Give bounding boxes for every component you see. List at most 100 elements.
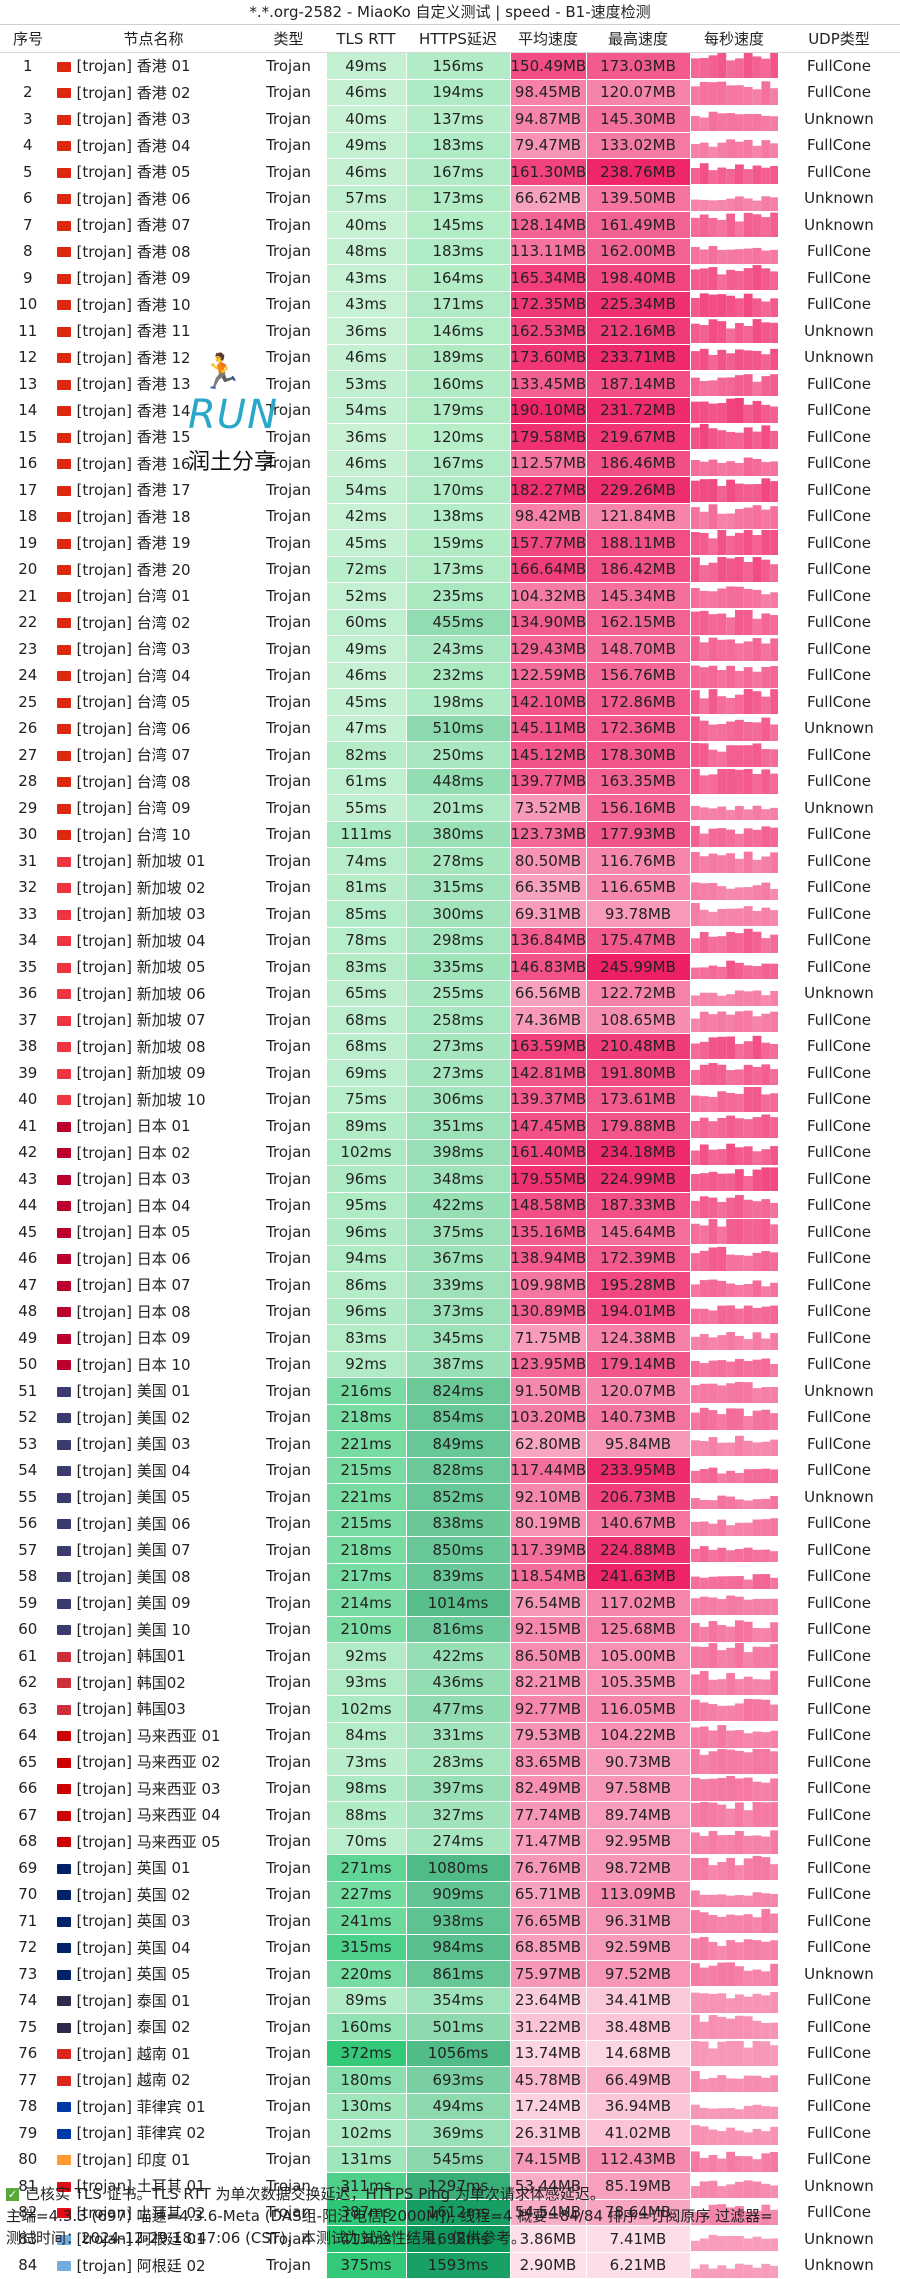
udp-type: FullCone (778, 52, 900, 80)
max-speed: 7.41MB (586, 2225, 691, 2253)
speed-sparkline (690, 1775, 777, 1801)
speed-sparkline-bar (760, 1042, 770, 1059)
node-type: Trojan (251, 1377, 327, 1405)
speed-sparkline-bar (708, 2181, 717, 2199)
speed-sparkline-bar (690, 1284, 700, 1298)
speed-sparkline-bar (743, 1579, 753, 1589)
speed-sparkline-bar (699, 1521, 709, 1536)
speed-sparkline-bar (708, 111, 717, 132)
node-name: [trojan] 香港 04 (76, 136, 191, 155)
node-name: [trojan] 韩国02 (76, 1673, 186, 1692)
speed-sparkline-bar (716, 1226, 726, 1245)
speed-sparkline-bar (708, 1965, 717, 1987)
speed-sparkline-bar (769, 2127, 777, 2146)
tls-rtt: 45ms (326, 529, 407, 557)
speed-sparkline-bar (699, 1967, 709, 1987)
speed-sparkline-bar (743, 86, 753, 105)
speed-sparkline-bar (734, 508, 744, 529)
tls-rtt: 217ms (326, 1563, 407, 1590)
speed-sparkline-bar (734, 221, 744, 238)
speed-sparkline-bar (708, 2015, 717, 2040)
speed-sparkline-bar (699, 807, 709, 821)
speed-sparkline-bar (769, 1363, 777, 1377)
speed-sparkline-bar (734, 1966, 744, 1987)
avg-speed: 74.36MB (510, 1006, 587, 1034)
speed-sparkline-bar (752, 1200, 761, 1218)
node-name: [trojan] 台湾 09 (76, 799, 191, 818)
speed-sparkline-bar (752, 556, 761, 582)
node-name: [trojan] 新加坡 10 (76, 1090, 206, 1109)
avg-speed: 145.12MB (510, 741, 587, 769)
max-speed: 224.88MB (586, 1536, 691, 1564)
speed-sparkline-bar (716, 1473, 726, 1483)
node-name: [trojan] 香港 14 (76, 401, 191, 420)
node-type: Trojan (251, 344, 327, 371)
speed-sparkline-bar (725, 1070, 735, 1086)
speed-sparkline-bar (752, 1678, 761, 1695)
https-latency: 194ms (406, 79, 511, 106)
udp-type: FullCone (778, 1987, 900, 2014)
avg-speed: 136.84MB (510, 927, 587, 954)
tls-rtt: 227ms (326, 1881, 407, 1908)
speed-sparkline-bar (725, 2078, 735, 2093)
speed-sparkline-bar (752, 431, 761, 450)
speed-sparkline (690, 2263, 777, 2278)
speed-sparkline-bar (725, 398, 735, 423)
speed-sparkline-bar (690, 2040, 700, 2066)
udp-type: FullCone (778, 874, 900, 901)
speed-sparkline-bar (752, 2040, 761, 2066)
udp-type: FullCone (778, 1404, 900, 1431)
https-latency: 179ms (406, 397, 511, 424)
speed-sparkline-bar (752, 1646, 761, 1669)
https-latency: 283ms (406, 1748, 511, 1776)
https-latency: 1593ms (406, 2252, 511, 2279)
node-name: [trojan] 香港 01 (76, 57, 191, 76)
avg-speed: 26.31MB (510, 2119, 587, 2147)
speed-sparkline-bar (716, 486, 726, 503)
tls-rtt: 96ms (326, 1165, 407, 1193)
speed-sparkline-bar (690, 168, 700, 185)
max-speed: 179.14MB (586, 1351, 691, 1378)
max-speed: 224.99MB (586, 1165, 691, 1193)
speed-sparkline-bar (699, 1835, 709, 1854)
node-type: Trojan (251, 874, 327, 901)
speed-sparkline-bar (769, 934, 777, 953)
speed-sparkline-bar (699, 2181, 709, 2199)
speed-sparkline (690, 1749, 777, 1775)
row-index: 55 (0, 1483, 57, 1511)
row-index: 38 (0, 1033, 57, 1060)
speed-sparkline-bar (716, 827, 726, 847)
udp-type: FullCone (778, 900, 900, 928)
flag-icon (56, 1731, 71, 1742)
speed-sparkline-bar (769, 1283, 777, 1298)
speed-sparkline-bar (690, 1890, 700, 1907)
speed-sparkline-bar (699, 1802, 709, 1828)
speed-sparkline-bar (769, 1252, 777, 1271)
speed-sparkline (690, 1010, 777, 1033)
table-row: 25 [trojan] 台湾 05 Trojan 45ms 198ms 142.10MB 1… (0, 688, 900, 716)
speed-sparkline-bar (690, 1070, 700, 1086)
speed-sparkline-bar (760, 81, 770, 105)
speed-sparkline-bar (716, 377, 726, 397)
speed-sparkline-bar (734, 1285, 744, 1298)
speed-sparkline-bar (716, 1724, 726, 1748)
node-name-cell: [trojan] 新加坡 06 (56, 980, 252, 1007)
row-index: 25 (0, 688, 57, 716)
flag-icon (56, 1148, 71, 1159)
https-latency: 298ms (406, 927, 511, 954)
speed-sparkline-bar (734, 1549, 744, 1563)
row-index: 83 (0, 2225, 57, 2253)
speed-sparkline-bar (725, 698, 735, 715)
speed-sparkline-bar (734, 1830, 744, 1854)
avg-speed: 79.53MB (510, 1722, 587, 1749)
speed-sparkline-bar (743, 1858, 753, 1881)
flag-icon (56, 1307, 71, 1318)
flag-icon (56, 1598, 71, 1609)
table-row: 30 [trojan] 台湾 10 Trojan 111ms 380ms 123.73MB… (0, 821, 900, 848)
speed-sparkline-bar (716, 1962, 726, 1987)
udp-type: Unknown (778, 211, 900, 239)
node-name: [trojan] 土耳其 02 (76, 2203, 206, 2222)
node-name-cell: [trojan] 台湾 09 (56, 794, 252, 822)
node-type: Trojan (251, 1669, 327, 1696)
speed-sparkline-bar (699, 293, 709, 317)
